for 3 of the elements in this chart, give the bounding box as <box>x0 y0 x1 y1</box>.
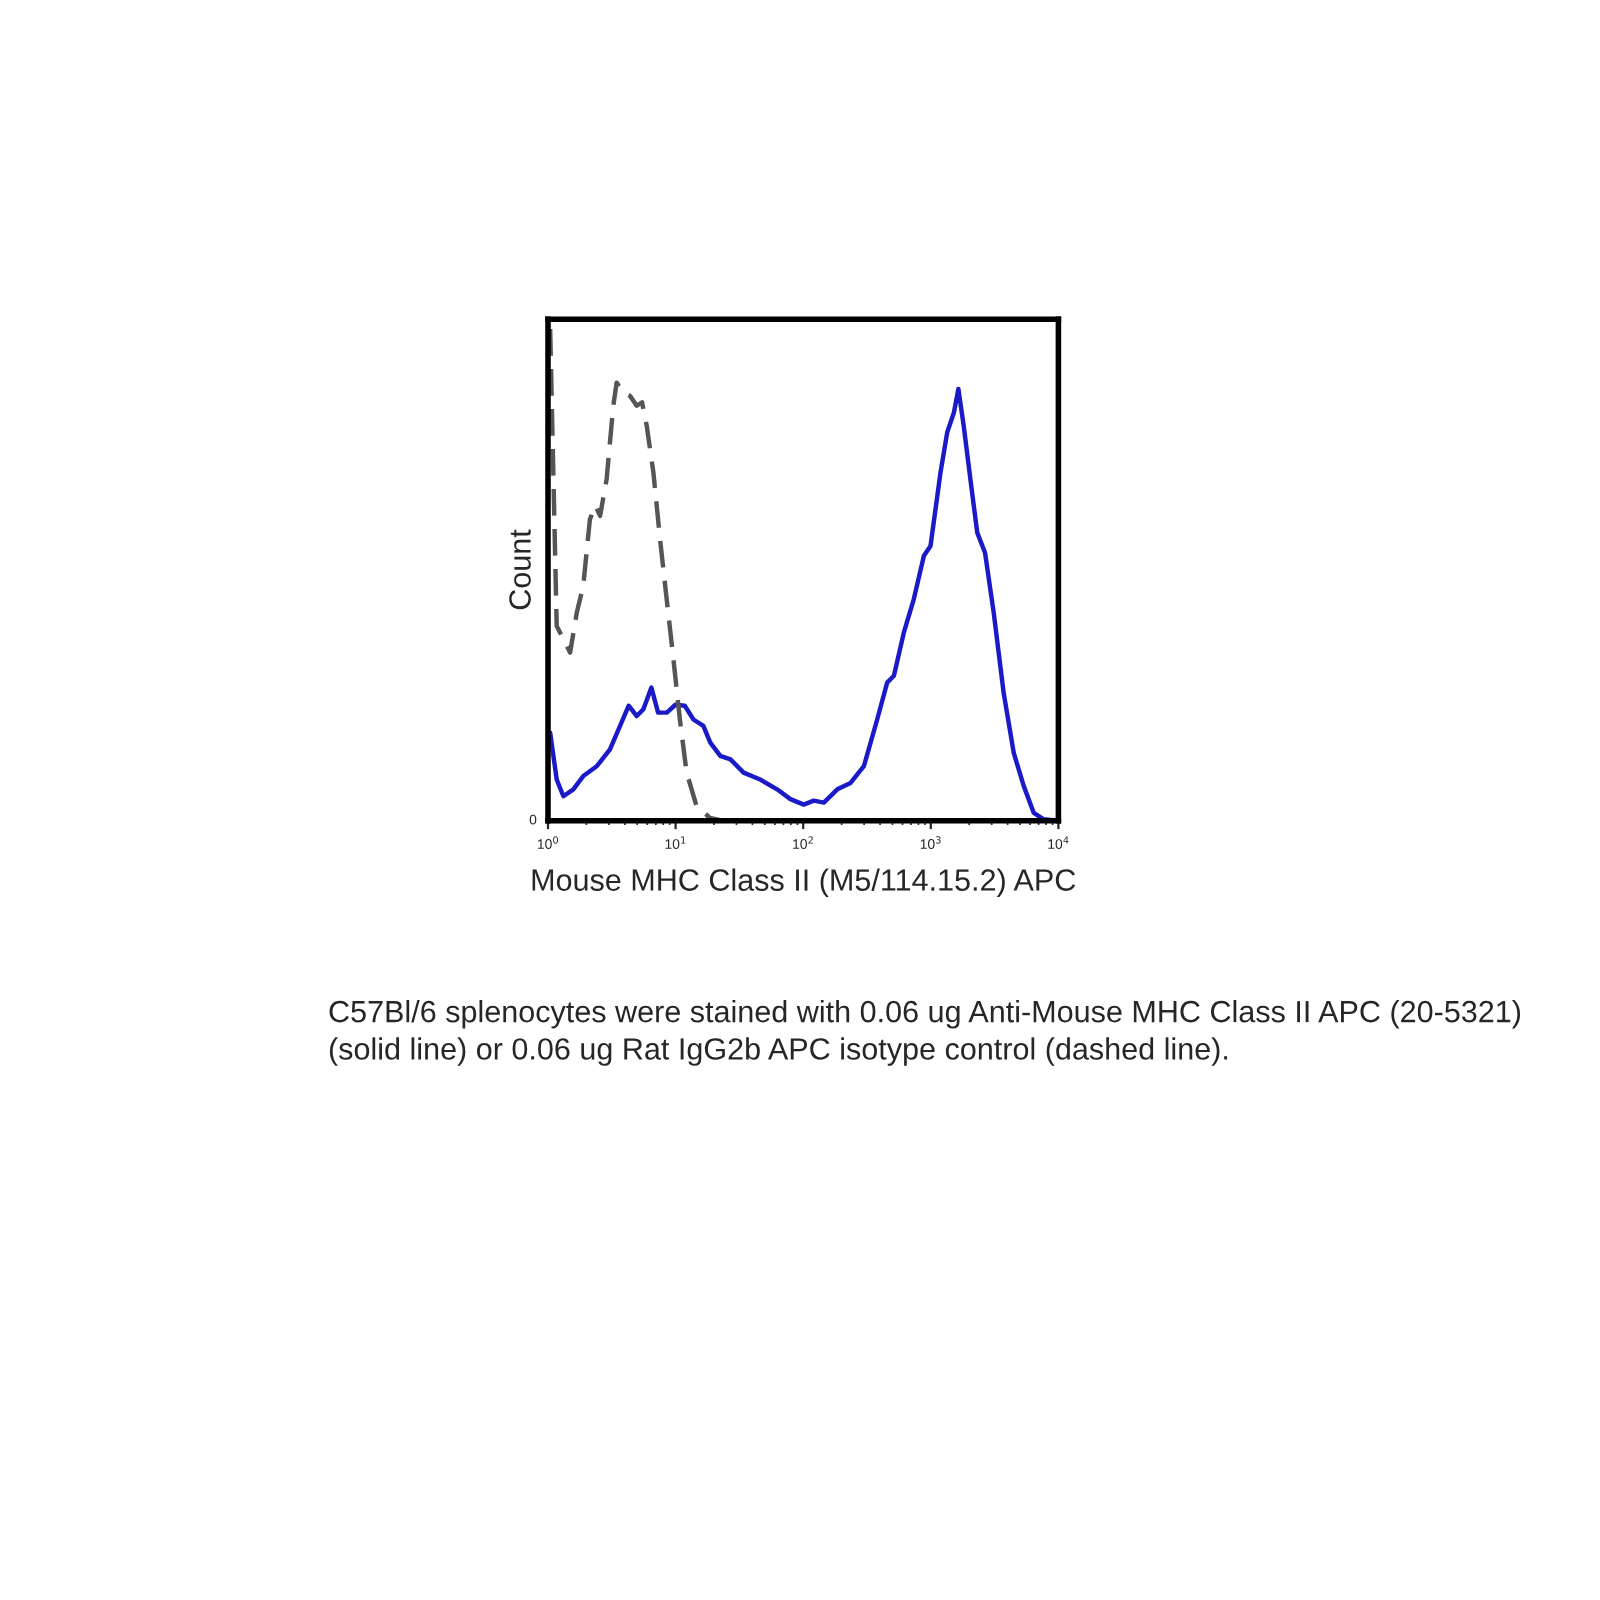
x-axis-title: Mouse MHC Class II (M5/114.15.2) APC <box>532 868 1076 897</box>
text: C57Bl/6 splenocytes were stained with 0.06 ug Anti-Mouse MHC Class II APC (20-5321) (solid line) or 0.06 ug Rat IgG2b APC isotype control (dashed line). <box>329 1000 1521 1066</box>
y-axis-title: Count <box>509 529 531 610</box>
